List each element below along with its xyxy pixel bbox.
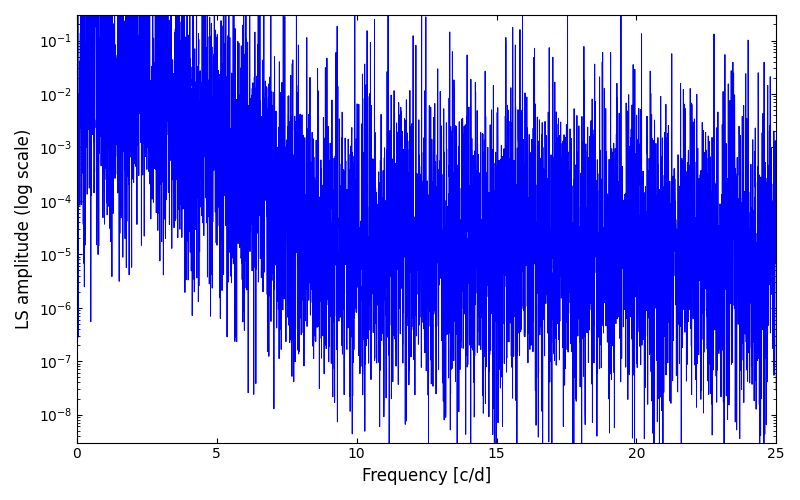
Y-axis label: LS amplitude (log scale): LS amplitude (log scale) xyxy=(15,128,33,329)
X-axis label: Frequency [c/d]: Frequency [c/d] xyxy=(362,467,491,485)
